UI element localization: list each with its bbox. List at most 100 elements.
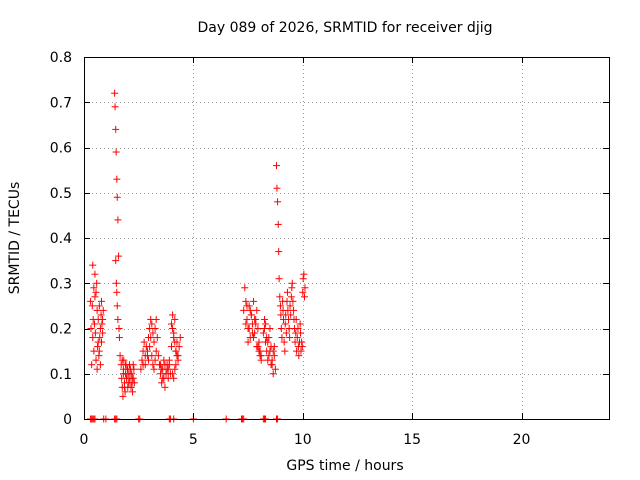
- data-point: [93, 306, 101, 314]
- data-point: [169, 370, 177, 378]
- y-tick-label: 0.1: [50, 367, 72, 383]
- data-point: [89, 334, 97, 342]
- data-point: [113, 302, 121, 310]
- y-tick-label: 0.2: [50, 322, 72, 338]
- data-point: [276, 302, 284, 310]
- data-point: [165, 361, 173, 369]
- data-point: [154, 352, 162, 360]
- data-point: [163, 365, 171, 373]
- x-tick-label: 0: [80, 432, 89, 448]
- data-point: [286, 334, 294, 342]
- data-point: [153, 334, 161, 342]
- data-point: [301, 284, 309, 292]
- data-point: [298, 343, 306, 351]
- data-point: [273, 162, 280, 170]
- data-point: [98, 297, 105, 305]
- data-point: [260, 325, 268, 332]
- data-point: [129, 361, 137, 369]
- data-point: [91, 320, 98, 328]
- data-point: [244, 338, 252, 346]
- data-point: [248, 329, 256, 337]
- data-point: [146, 343, 154, 351]
- data-point: [269, 347, 277, 355]
- data-point: [113, 175, 121, 183]
- x-tick-label: 20: [513, 432, 531, 448]
- data-point: [262, 320, 270, 328]
- data-point: [173, 352, 181, 360]
- data-point: [99, 315, 107, 323]
- grid-lines: [84, 57, 609, 419]
- data-point: [282, 329, 290, 337]
- data-point: [113, 193, 121, 201]
- data-point: [168, 320, 175, 328]
- data-point: [271, 365, 279, 373]
- data-point: [269, 370, 277, 378]
- data-point: [94, 343, 102, 351]
- data-point: [150, 365, 158, 373]
- data-point: [289, 297, 297, 305]
- data-point: [96, 334, 104, 342]
- data-point: [263, 334, 271, 342]
- data-point: [293, 334, 301, 342]
- data-point: [114, 216, 122, 224]
- data-point: [149, 329, 157, 337]
- data-point: [278, 334, 286, 342]
- data-point: [240, 306, 248, 314]
- data-point: [130, 365, 138, 373]
- data-point: [128, 374, 136, 382]
- data-point: [243, 315, 251, 323]
- data-point: [150, 338, 158, 346]
- data-point: [87, 325, 95, 332]
- data-point: [250, 297, 258, 305]
- data-point: [169, 311, 177, 319]
- data-point: [241, 284, 249, 292]
- data-point: [140, 338, 148, 346]
- data-point: [151, 325, 159, 332]
- data-point: [259, 329, 267, 337]
- data-point: [115, 252, 123, 260]
- data-point: [298, 338, 306, 346]
- data-point: [297, 329, 305, 337]
- data-point: [290, 306, 298, 314]
- data-point: [127, 383, 135, 391]
- data-point: [276, 293, 284, 301]
- data-point: [256, 352, 264, 360]
- y-tick-label: 0.3: [50, 276, 72, 292]
- y-tick-label: 0: [63, 412, 72, 428]
- data-point: [149, 361, 157, 369]
- data-point: [275, 275, 283, 283]
- x-tick-label: 5: [189, 432, 198, 448]
- data-point: [299, 275, 307, 283]
- data-point: [292, 315, 300, 323]
- data-point: [265, 352, 273, 360]
- data-point: [148, 352, 156, 360]
- data-point: [274, 220, 282, 228]
- data-point: [254, 343, 262, 351]
- data-point: [112, 257, 120, 265]
- data-point: [118, 356, 126, 364]
- data-point: [111, 103, 119, 111]
- data-point: [116, 352, 124, 360]
- data-point: [273, 184, 281, 192]
- data-point: [87, 297, 95, 305]
- data-point: [300, 270, 308, 278]
- data-point: [296, 320, 304, 328]
- data-point: [114, 315, 122, 323]
- data-point: [255, 347, 263, 355]
- data-point: [152, 315, 160, 323]
- data-point: [277, 325, 285, 332]
- data-point: [270, 343, 278, 351]
- data-point: [280, 338, 288, 346]
- data-point: [125, 379, 133, 387]
- data-point: [247, 311, 255, 319]
- data-point: [88, 302, 96, 310]
- data-point: [281, 347, 289, 355]
- data-point: [171, 338, 179, 346]
- data-point: [147, 334, 155, 342]
- data-point: [275, 248, 283, 256]
- y-tick-label: 0.5: [50, 186, 72, 202]
- data-point: [91, 293, 99, 301]
- data-point: [255, 338, 263, 346]
- data-point: [129, 388, 137, 396]
- data-point: [119, 392, 127, 400]
